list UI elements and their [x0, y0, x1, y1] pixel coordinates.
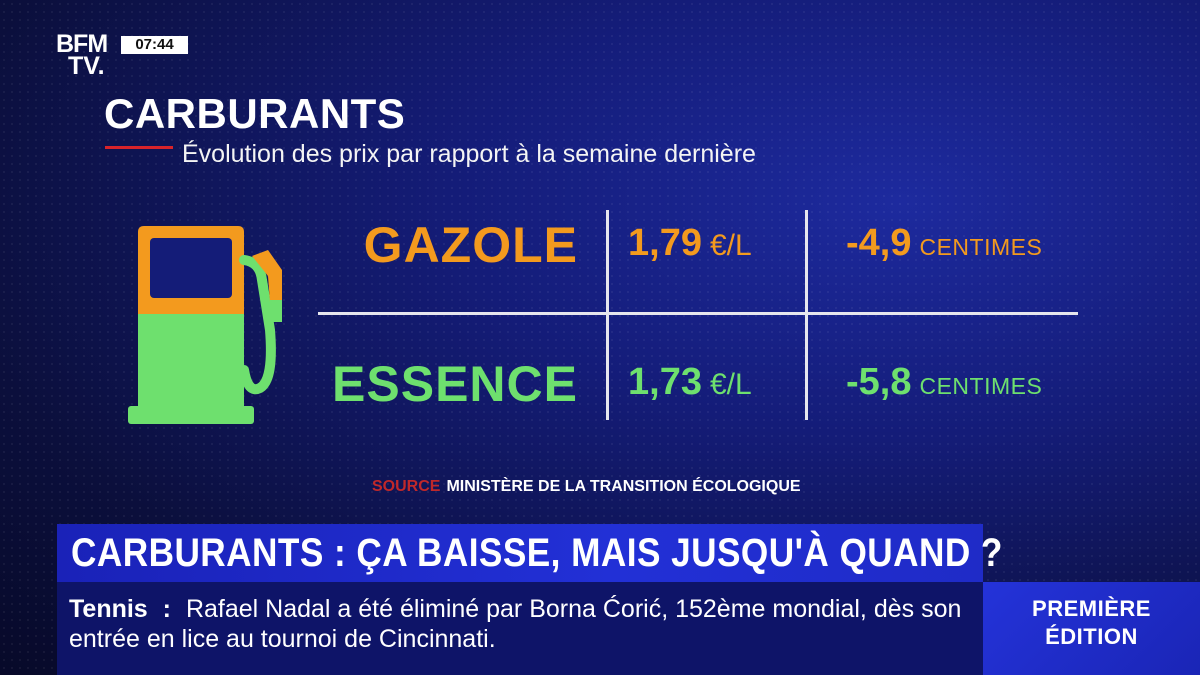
source-line: SOURCE MINISTÈRE DE LA TRANSITION ÉCOLOGI… — [372, 478, 801, 496]
source-label: SOURCE — [372, 478, 441, 495]
edition-badge: PREMIÈRE ÉDITION — [983, 582, 1200, 675]
price-essence: 1,73 €/L — [628, 361, 752, 404]
delta-essence: -5,8 CENTIMES — [846, 361, 1042, 404]
news-ticker: Tennis : Rafael Nadal a été éliminé par … — [57, 582, 983, 675]
price-value: 1,73 — [628, 361, 702, 403]
fuel-pump-icon — [128, 226, 282, 424]
logo-tv: TV. — [68, 52, 105, 80]
table-divider-horizontal — [318, 312, 1078, 315]
delta-value: -5,8 — [846, 361, 912, 403]
graphic-subtitle: Évolution des prix par rapport à la sema… — [182, 140, 756, 168]
logo-bfm: BFM — [56, 30, 108, 58]
fuel-name-gazole: GAZOLE — [363, 217, 578, 273]
ticker-text: Rafael Nadal a été éliminé par Borna Ćor… — [69, 595, 962, 653]
ticker-category: Tennis — [69, 595, 148, 623]
price-gazole: 1,79 €/L — [628, 222, 752, 265]
ticker-separator: : — [162, 595, 171, 623]
price-value: 1,79 — [628, 222, 702, 264]
price-unit: €/L — [709, 229, 752, 262]
delta-gazole: -4,9 CENTIMES — [846, 222, 1042, 265]
headline-text: CARBURANTS : ÇA BAISSE, MAIS JUSQU'À QUA… — [71, 531, 1003, 575]
price-unit: €/L — [709, 368, 752, 401]
delta-unit: CENTIMES — [919, 234, 1043, 260]
clock: 07:44 — [121, 36, 188, 54]
source-text: MINISTÈRE DE LA TRANSITION ÉCOLOGIQUE — [446, 478, 801, 495]
delta-value: -4,9 — [846, 222, 912, 264]
fuel-name-essence: ESSENCE — [332, 356, 578, 412]
graphic-title: CARBURANTS — [104, 90, 406, 137]
edition-line2: ÉDITION — [1045, 624, 1138, 649]
title-underline — [105, 146, 173, 149]
ticker-text-block: Tennis : Rafael Nadal a été éliminé par … — [69, 594, 969, 654]
delta-unit: CENTIMES — [919, 373, 1043, 399]
edition-line1: PREMIÈRE — [1032, 596, 1151, 621]
table-divider-vertical-1 — [606, 210, 609, 420]
table-divider-vertical-2 — [805, 210, 808, 420]
channel-logo: BFM TV. — [56, 30, 108, 80]
headline-banner: CARBURANTS : ÇA BAISSE, MAIS JUSQU'À QUA… — [57, 524, 1002, 582]
